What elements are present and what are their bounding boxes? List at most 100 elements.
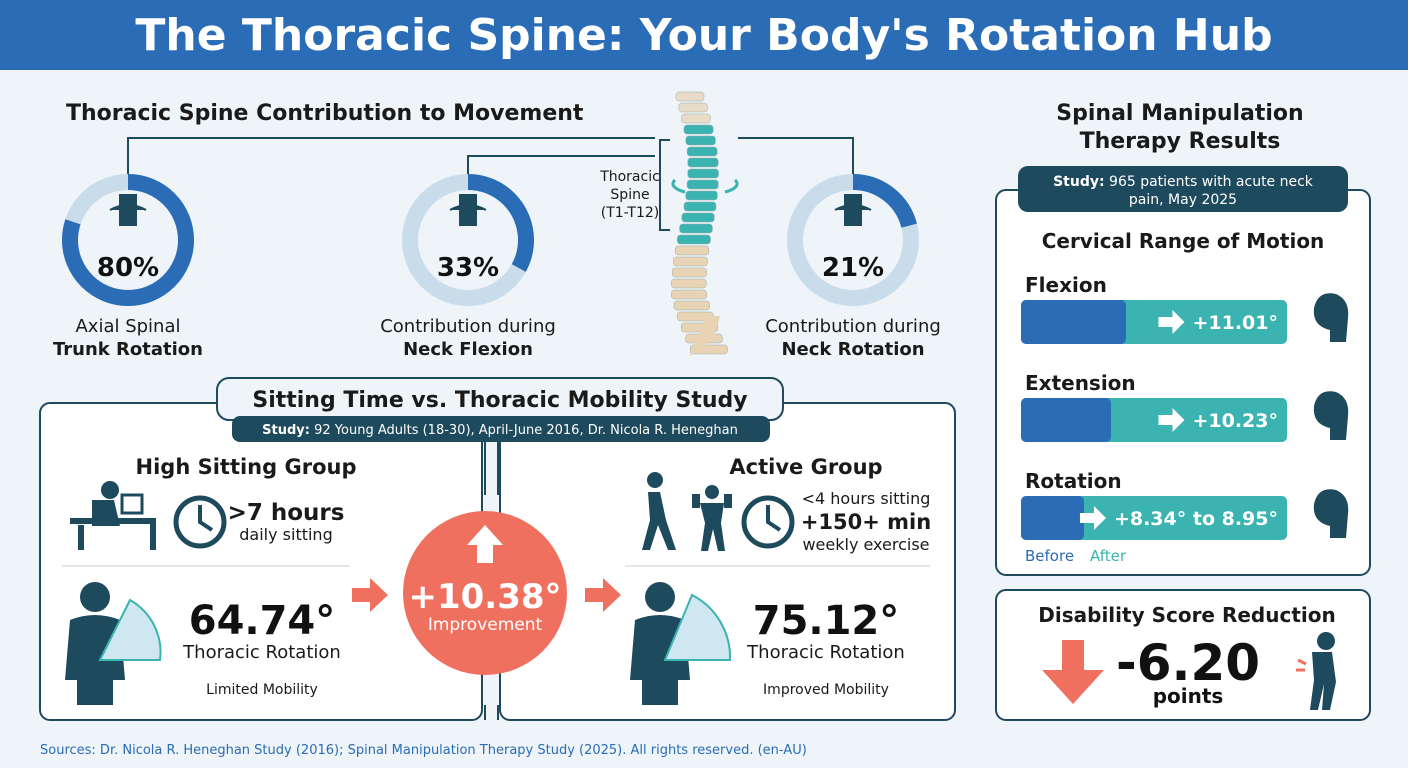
mobility: Improved Mobility: [763, 682, 889, 698]
study-label: Study:: [262, 423, 310, 438]
exercise-icon: [642, 472, 732, 551]
donut-label: Contribution during: [380, 316, 556, 337]
head-icon: [1313, 293, 1349, 342]
group-title: High Sitting Group: [136, 455, 357, 479]
bar-label: Flexion: [1025, 273, 1107, 297]
vertebra: [675, 91, 705, 102]
vertebra: [677, 234, 711, 245]
bar-arrow: [1158, 408, 1185, 432]
study-info: Study: 965 patients with acute neck: [1053, 174, 1314, 190]
study-label: Study:: [1053, 174, 1105, 190]
donut-label: Trunk Rotation: [53, 339, 203, 360]
bar-before: [1021, 496, 1084, 540]
donut-icon: [449, 194, 487, 226]
divider: [484, 440, 499, 720]
vertebra: [673, 300, 710, 311]
disability-value: -6.20: [1116, 634, 1260, 692]
angle-label: Thoracic Rotation: [746, 642, 905, 663]
donut-icon: [834, 194, 872, 226]
head-icon: [1313, 489, 1349, 538]
clock-icon: [741, 495, 795, 549]
clock-icon: [173, 495, 227, 549]
bar-group: Flexion +11.01° Extension +10.23° Rotation +8…: [1021, 273, 1349, 540]
footer: Sources: Dr. Nicola R. Heneghan Study (2…: [40, 743, 807, 758]
arrow: [352, 578, 388, 612]
hours-sub: daily sitting: [239, 525, 332, 544]
vertebra: [681, 113, 711, 124]
angle-label: Thoracic Rotation: [182, 642, 341, 663]
bar-before: [1021, 300, 1126, 344]
donut-arc: [787, 174, 919, 306]
study-text: 965 patients with acute neck: [1109, 174, 1314, 190]
sacrum: [690, 316, 720, 356]
vertebra: [683, 124, 714, 135]
rom-title: Cervical Range of Motion: [1042, 229, 1325, 253]
header-bar: [0, 0, 1408, 70]
study-pill: [1018, 166, 1348, 212]
vertebra: [686, 179, 719, 190]
bar-label: Rotation: [1025, 469, 1122, 493]
donut-value: 21%: [822, 253, 884, 283]
bar-arrow: [1158, 310, 1185, 334]
vertebra: [678, 102, 708, 113]
vertebra: [686, 146, 718, 157]
improvement-label: Improvement: [428, 615, 543, 635]
study-text: pain, May 2025: [1129, 192, 1237, 208]
bar-arrow: [1079, 506, 1106, 530]
back-pain-icon: [1296, 632, 1336, 710]
down-arrow: [1042, 640, 1104, 704]
vertebra: [687, 157, 719, 168]
bar-change: +10.23°: [1192, 410, 1278, 432]
up-arrow: [467, 525, 503, 563]
bar-after: [1021, 496, 1287, 540]
angle: 75.12°: [753, 598, 900, 644]
hours: >7 hours: [228, 500, 345, 526]
exercise-sub: weekly exercise: [802, 535, 929, 554]
vertebra: [671, 267, 707, 278]
sitting-icon: [70, 481, 156, 550]
spine-label: (T1-T12): [601, 205, 660, 221]
torso-icon: [630, 582, 732, 705]
vertebra: [671, 278, 707, 289]
improvement-circle: [403, 511, 567, 675]
donut-label: Neck Flexion: [403, 339, 533, 360]
spine-label: Thoracic: [599, 169, 660, 185]
panel-title: Therapy Results: [1080, 129, 1281, 154]
bar-before: [1021, 398, 1111, 442]
vertebra: [685, 190, 718, 201]
group-title: Active Group: [729, 455, 882, 479]
vertebra: [683, 201, 717, 212]
study-title: Sitting Time vs. Thoracic Mobility Study: [252, 388, 747, 413]
disability-title: Disability Score Reduction: [1038, 603, 1335, 627]
bar-change: +11.01°: [1192, 312, 1278, 334]
donut-label: Neck Rotation: [781, 339, 924, 360]
header-title: The Thoracic Spine: Your Body's Rotation…: [135, 10, 1272, 61]
active-box: [499, 402, 956, 721]
disability-unit: points: [1153, 684, 1224, 708]
vertebra: [671, 289, 707, 300]
arrow: [585, 578, 621, 612]
torso-icon: [65, 582, 162, 705]
exercise: +150+ min: [801, 510, 931, 534]
vertebra: [679, 223, 713, 234]
section-title: Thoracic Spine Contribution to Movement: [66, 101, 584, 126]
disability-box: [995, 589, 1371, 721]
study-text: 92 Young Adults (18-30), April-June 2016…: [314, 423, 738, 438]
vertebra: [685, 135, 716, 146]
study-pill: [232, 416, 770, 442]
donut-icon: [109, 194, 147, 226]
legend-after: After: [1090, 547, 1127, 565]
vertebra: [673, 256, 708, 267]
angle: 64.74°: [189, 598, 336, 644]
vertebra: [674, 245, 710, 256]
donut-label: Axial Spinal: [75, 316, 180, 337]
head-icon: [1313, 391, 1349, 440]
spine: [671, 91, 739, 356]
vertebra: [687, 168, 719, 179]
sitting: <4 hours sitting: [802, 489, 931, 508]
donut-arc: [402, 174, 534, 306]
bar-label: Extension: [1025, 371, 1136, 395]
